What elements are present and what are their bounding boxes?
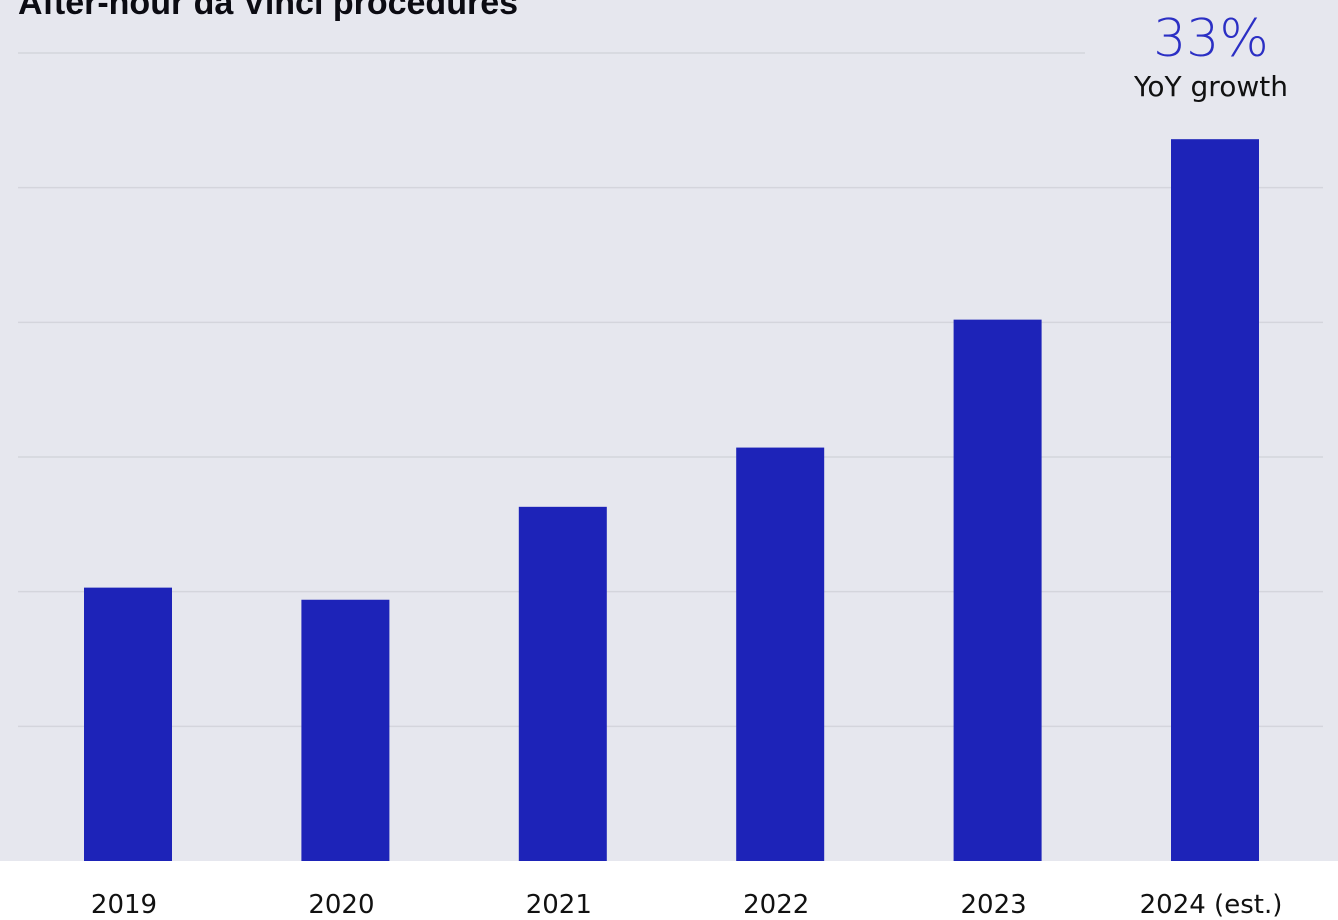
plot-area	[0, 0, 1338, 861]
x-tick-label: 2021	[526, 890, 592, 920]
bar-2022	[736, 447, 825, 861]
x-tick-label: 2023	[961, 890, 1027, 920]
bar-2021	[518, 506, 607, 861]
bar-2024-est	[1171, 139, 1259, 862]
bar-2020	[301, 599, 390, 861]
bars	[84, 139, 1259, 862]
growth-callout-value: 33%	[1153, 9, 1269, 69]
growth-callout-caption: YoY growth	[1133, 70, 1288, 103]
chart-title: After-hour da Vinci procedures	[18, 0, 519, 22]
x-axis-tick-labels: 2019 2020 2021 2022 2023 2024 (est.)	[91, 890, 1282, 920]
x-tick-label: 2020	[308, 890, 374, 920]
x-tick-label: 2022	[743, 890, 809, 920]
bar-2019	[84, 587, 172, 861]
gridlines	[18, 52, 1323, 728]
x-tick-label: 2024 (est.)	[1140, 890, 1283, 920]
bar-2023	[953, 319, 1042, 861]
x-tick-label: 2019	[91, 890, 157, 920]
